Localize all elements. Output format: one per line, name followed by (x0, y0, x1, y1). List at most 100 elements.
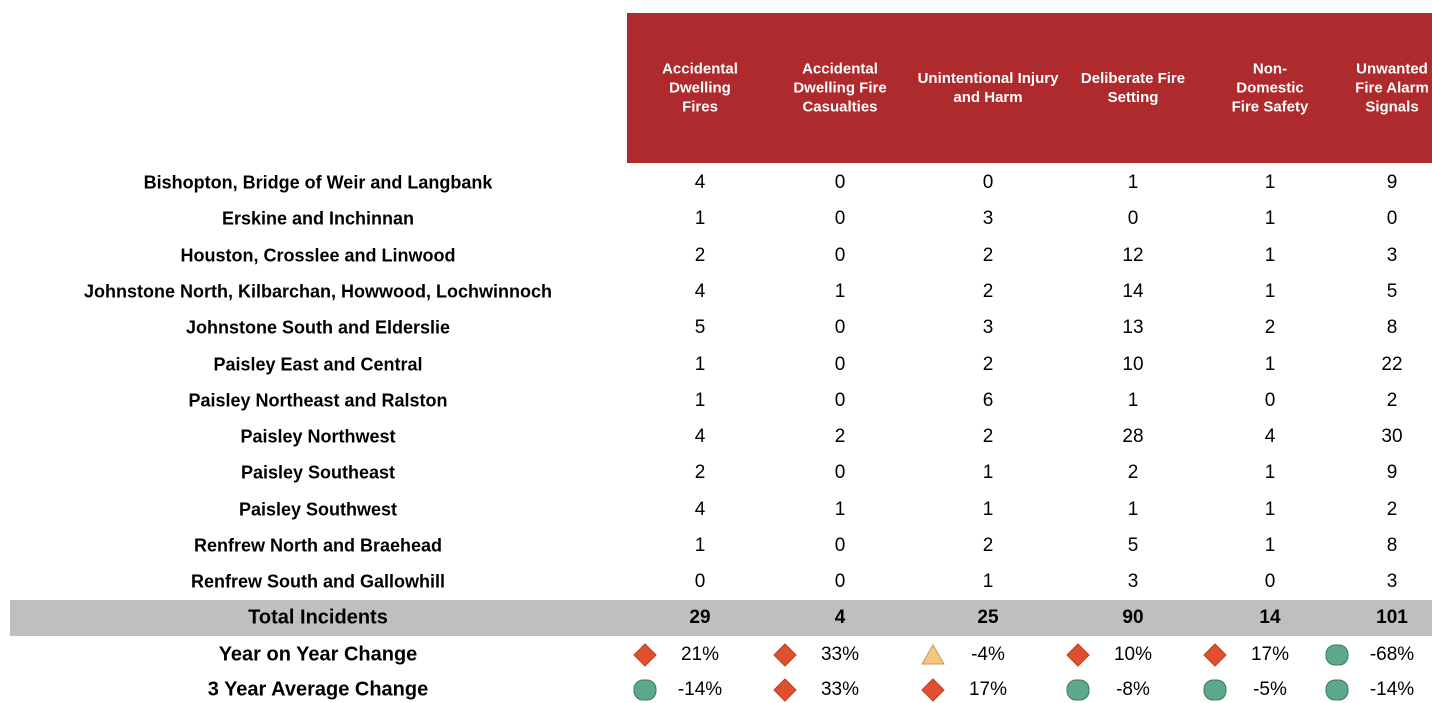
change-cell: -4% (971, 644, 1005, 665)
column-header: Unintentional Injury and Harm (917, 70, 1059, 106)
cell: 2 (834, 426, 846, 448)
cell: 0 (834, 571, 846, 593)
cell: 0 (1264, 389, 1276, 411)
cell: 1 (1264, 244, 1276, 266)
status-icon (773, 643, 797, 667)
change-cell: -14% (1369, 679, 1415, 700)
cell: 2 (694, 462, 706, 484)
cell: 1 (694, 389, 706, 411)
change-cell: -5% (1253, 679, 1287, 700)
cell: 0 (694, 571, 706, 593)
total-cell: 101 (1376, 607, 1408, 628)
row-label: Bishopton, Bridge of Weir and Langbank (143, 172, 493, 193)
cell: 9 (1386, 172, 1398, 193)
row-label: Johnstone North, Kilbarchan, Howwood, Lo… (84, 281, 552, 302)
icon-shape (921, 678, 945, 702)
icon-shape (1066, 679, 1090, 701)
row-label: Paisley East and Central (213, 354, 423, 374)
row-label: Paisley Northwest (240, 426, 396, 447)
cell: 1 (1127, 172, 1139, 193)
change-cell: -68% (1369, 644, 1415, 665)
change-label: Year on Year Change (218, 643, 418, 666)
status-icon (773, 678, 797, 702)
status-icon (921, 644, 945, 665)
change-cell: 10% (1113, 644, 1153, 665)
cell: 2 (1386, 389, 1398, 411)
row-label: Renfrew South and Gallowhill (190, 571, 446, 592)
cell: 3 (1127, 571, 1139, 593)
cell: 0 (834, 389, 846, 411)
cell: 1 (1264, 280, 1276, 302)
cell: 1 (1264, 535, 1276, 556)
row-label: Renfrew North and Braehead (193, 535, 443, 556)
cell: 5 (1386, 280, 1398, 302)
row-label: Paisley Southeast (240, 462, 396, 483)
cell: 0 (834, 244, 846, 266)
total-cell: 4 (834, 607, 846, 628)
change-cell: -8% (1116, 679, 1150, 700)
cell: 4 (694, 280, 706, 302)
cell: 1 (982, 571, 994, 593)
status-icon (1066, 679, 1090, 701)
cell: 8 (1386, 317, 1398, 339)
cell: 4 (694, 172, 706, 193)
cell: 0 (834, 462, 846, 484)
change-cell: 33% (820, 679, 860, 700)
cell: 13 (1122, 317, 1144, 339)
icon-shape (633, 643, 657, 667)
change-cell: 21% (680, 644, 720, 665)
cell: 22 (1381, 353, 1403, 375)
status-icon (1203, 679, 1227, 701)
change-cell: 17% (968, 679, 1008, 700)
cell: 3 (982, 208, 994, 230)
icon-shape (633, 679, 657, 701)
cell: 0 (1264, 571, 1276, 593)
status-icon (633, 679, 657, 701)
total-cell: 25 (977, 607, 999, 628)
cell: 1 (694, 353, 706, 375)
cell: 2 (982, 244, 994, 266)
cell: 14 (1122, 280, 1144, 302)
cell: 9 (1386, 462, 1398, 484)
cell: 5 (694, 317, 706, 339)
cell: 0 (834, 317, 846, 339)
row-label: Erskine and Inchinnan (221, 208, 415, 229)
cell: 1 (694, 535, 706, 556)
status-icon (1325, 679, 1349, 701)
cell: 1 (834, 280, 846, 302)
row-label: Paisley Southwest (238, 499, 398, 520)
cell: 2 (982, 535, 994, 556)
cell: 0 (982, 172, 994, 193)
cell: 30 (1381, 426, 1403, 448)
status-icon (1325, 644, 1349, 666)
cell: 12 (1122, 244, 1144, 266)
icon-shape (1325, 679, 1349, 701)
cell: 4 (694, 498, 706, 520)
total-band (10, 600, 1432, 636)
cell: 4 (694, 426, 706, 448)
column-header: Non-Domestic Fire Safety (1231, 60, 1309, 116)
cell: 2 (1264, 317, 1276, 339)
cell: 1 (1127, 389, 1139, 411)
total-label: Total Incidents (248, 606, 388, 629)
cell: 6 (982, 389, 994, 411)
column-header: Accidental Dwelling Fires (662, 60, 738, 116)
cell: 0 (834, 172, 846, 193)
cell: 2 (982, 426, 994, 448)
icon-shape (1325, 644, 1349, 666)
cell: 4 (1264, 426, 1276, 448)
cell: 2 (1386, 498, 1398, 520)
total-cell: 90 (1122, 607, 1144, 628)
row-label: Houston, Crosslee and Linwood (180, 245, 456, 266)
cell: 5 (1127, 535, 1139, 556)
cell: 0 (834, 353, 846, 375)
cell: 1 (982, 462, 994, 484)
cell: 2 (694, 244, 706, 266)
cell: 3 (982, 317, 994, 339)
change-cell: -14% (677, 679, 723, 700)
cell: 1 (694, 208, 706, 230)
cell: 1 (1264, 172, 1276, 193)
change-cell: 17% (1250, 644, 1290, 665)
cell: 28 (1122, 426, 1144, 448)
